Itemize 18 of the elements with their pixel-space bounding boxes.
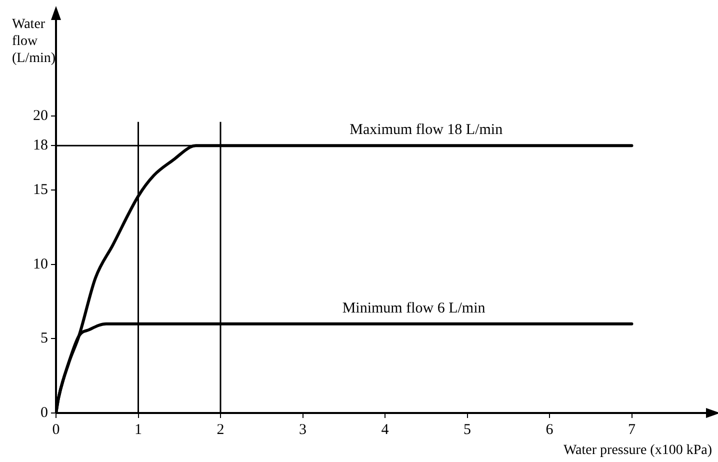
x-tick-label: 5 [464, 422, 471, 438]
y-tick-label: 18 [33, 138, 48, 154]
x-tick-label: 0 [52, 422, 60, 438]
y-tick-label: 0 [40, 404, 48, 421]
y-tick-label: 15 [33, 182, 48, 198]
x-tick-label: 4 [381, 422, 390, 438]
x-tick-label: 1 [134, 422, 142, 438]
x-axis-title: Water pressure (x100 kPa) [563, 443, 712, 459]
y-tick-label: 5 [40, 330, 48, 347]
x-tick-label: 6 [546, 422, 554, 438]
x-tick-label: 7 [628, 422, 636, 438]
y-tick-label: 10 [33, 256, 48, 272]
annotation: Minimum flow 6 L/min [342, 300, 486, 316]
x-tick-label: 2 [216, 422, 224, 438]
x-tick-label: 3 [299, 422, 306, 438]
y-tick-label: 20 [33, 108, 48, 124]
y-axis-title: Water flow (L/min) [12, 16, 57, 67]
annotation: Maximum flow 18 L/min [350, 122, 504, 138]
